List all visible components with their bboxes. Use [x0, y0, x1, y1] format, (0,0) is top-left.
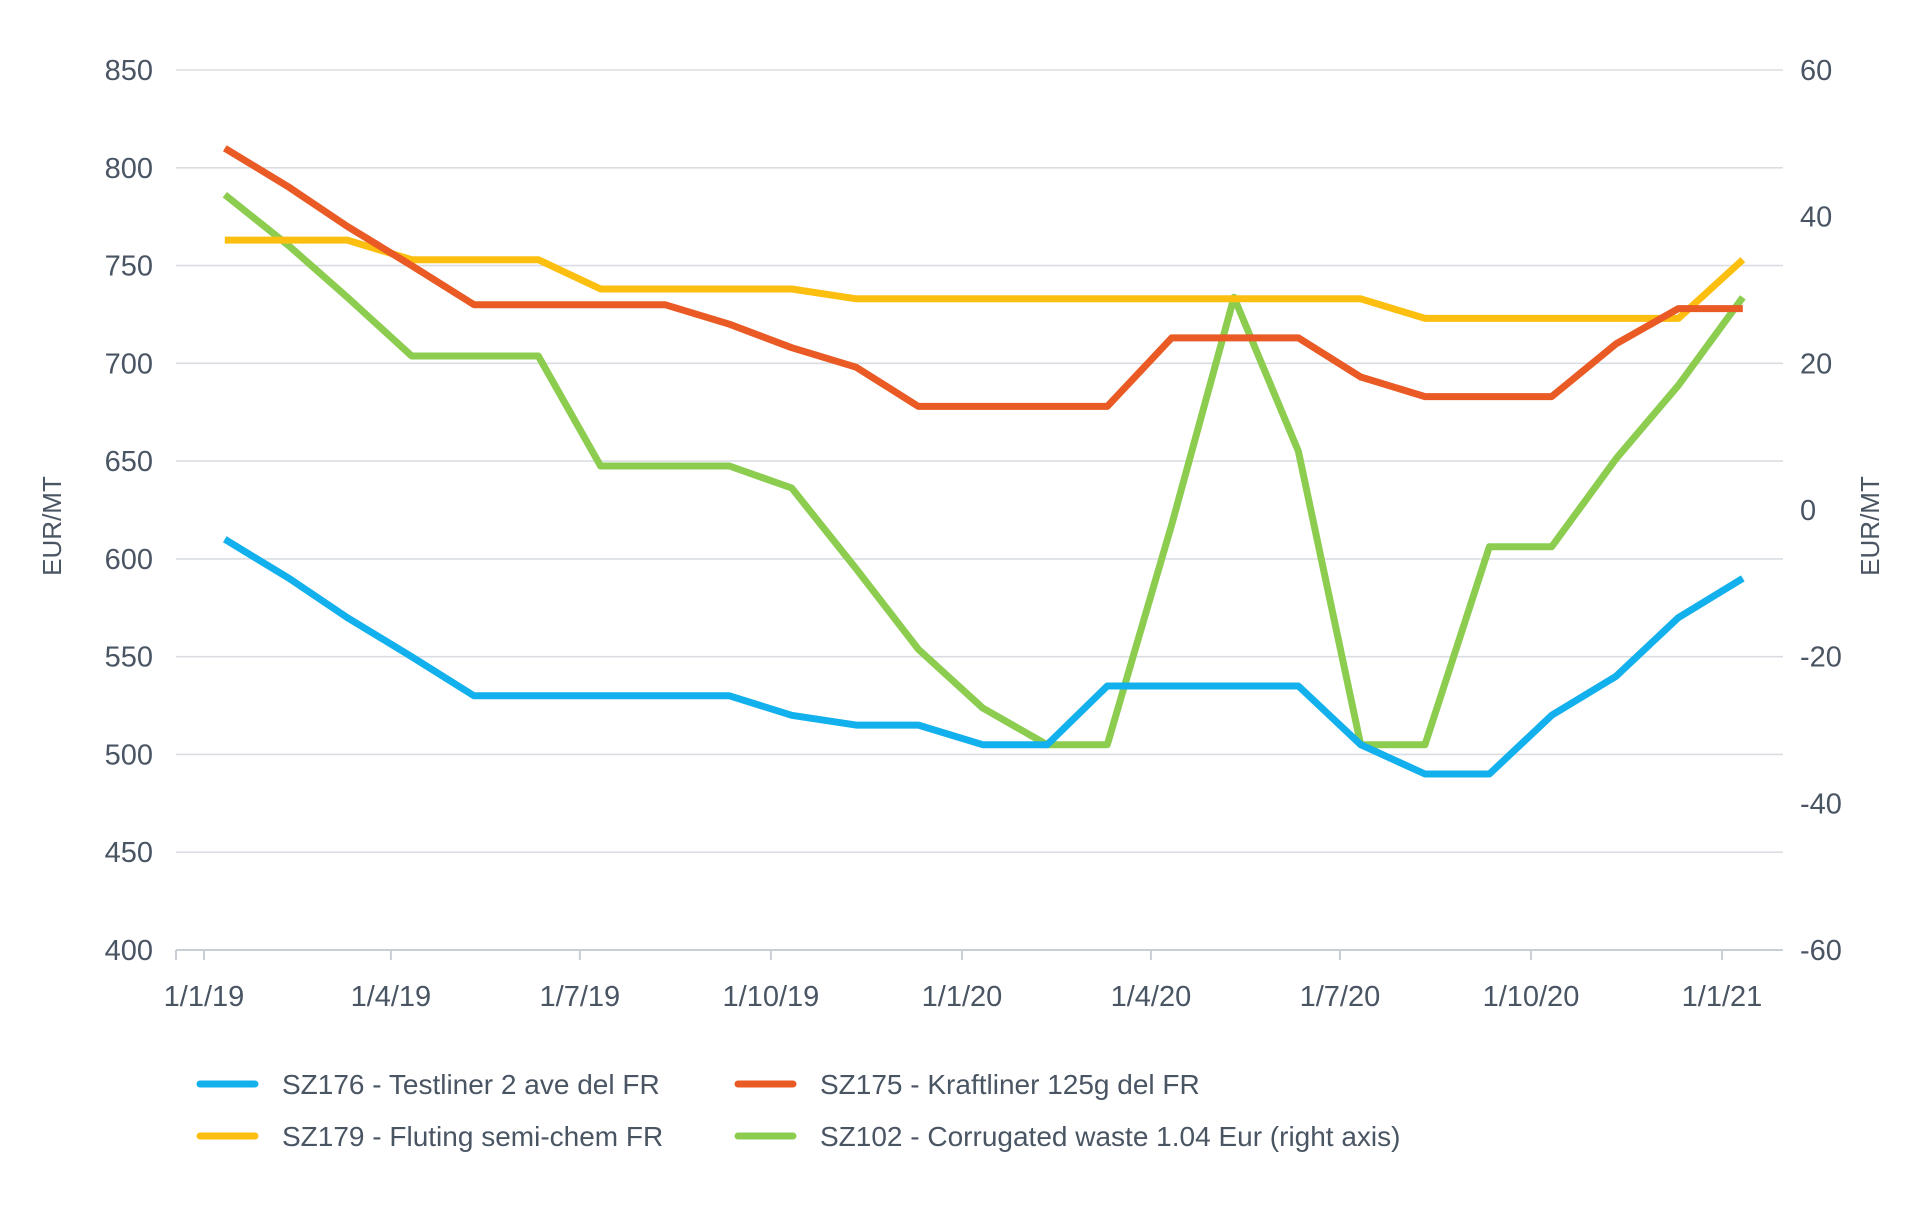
y2-tick-label: 20 [1800, 348, 1832, 380]
y-tick-label: 750 [105, 251, 153, 283]
legend-item: SZ176 - Testliner 2 ave del FR [196, 1069, 660, 1100]
y2-tick-label: 0 [1800, 495, 1816, 527]
legend-label: SZ176 - Testliner 2 ave del FR [282, 1069, 660, 1100]
x-tick-label: 1/1/20 [922, 981, 1003, 1013]
y-tick-label: 400 [105, 935, 153, 967]
legend-item: SZ102 - Corrugated waste 1.04 Eur (right… [734, 1121, 1400, 1152]
left-axis-tick-labels: 850 800 750 700 650 600 550 500 450 400 [105, 55, 153, 967]
legend-item: SZ175 - Kraftliner 125g del FR [734, 1069, 1200, 1100]
y2-tick-label: 60 [1800, 55, 1832, 87]
series-3 [222, 191, 1746, 749]
legend-label: SZ102 - Corrugated waste 1.04 Eur (right… [820, 1121, 1400, 1152]
series-1 [222, 145, 1743, 410]
y-tick-label: 500 [105, 739, 153, 771]
x-tick-label: 1/7/20 [1300, 981, 1381, 1013]
y2-tick-label: -40 [1800, 788, 1842, 820]
x-tick-label: 1/10/20 [1483, 981, 1580, 1013]
gridlines [176, 69, 1783, 854]
y-tick-label: 700 [105, 348, 153, 380]
y-tick-label: 650 [105, 446, 153, 478]
y-tick-label: 850 [105, 55, 153, 87]
y-tick-label: 450 [105, 837, 153, 869]
series-2 [224, 236, 1746, 322]
right-axis-tick-labels: 60 40 20 0 -20 -40 -60 [1800, 55, 1842, 967]
x-tick-label: 1/1/21 [1682, 981, 1763, 1013]
series-line [222, 145, 1743, 410]
y2-tick-label: -60 [1800, 935, 1842, 967]
x-axis-tick-labels: 1/1/19 1/4/19 1/7/19 1/10/19 1/1/20 1/4/20 1/7… [164, 981, 1763, 1013]
y-tick-label: 550 [105, 642, 153, 674]
legend: SZ176 - Testliner 2 ave del FR SZ175 - Kr… [196, 1069, 1400, 1152]
right-axis-title: EUR/MT [1855, 476, 1885, 576]
x-tick-label: 1/4/20 [1111, 981, 1192, 1013]
x-tick-label: 1/1/19 [164, 981, 245, 1013]
series-line [224, 236, 1746, 322]
y-tick-label: 800 [105, 153, 153, 185]
series-line [222, 191, 1746, 749]
axes [175, 949, 1783, 960]
x-tick-label: 1/7/19 [540, 981, 621, 1013]
series-0 [222, 536, 1745, 778]
y2-tick-label: 40 [1800, 202, 1832, 234]
left-axis-title: EUR/MT [37, 476, 67, 576]
x-tick-label: 1/10/19 [723, 981, 820, 1013]
legend-label: SZ175 - Kraftliner 125g del FR [820, 1069, 1200, 1100]
y-tick-label: 600 [105, 544, 153, 576]
y2-tick-label: -20 [1800, 642, 1842, 674]
legend-item: SZ179 - Fluting semi-chem FR [196, 1121, 663, 1152]
series-lines [222, 145, 1746, 778]
legend-label: SZ179 - Fluting semi-chem FR [282, 1121, 663, 1152]
x-tick-label: 1/4/19 [351, 981, 432, 1013]
